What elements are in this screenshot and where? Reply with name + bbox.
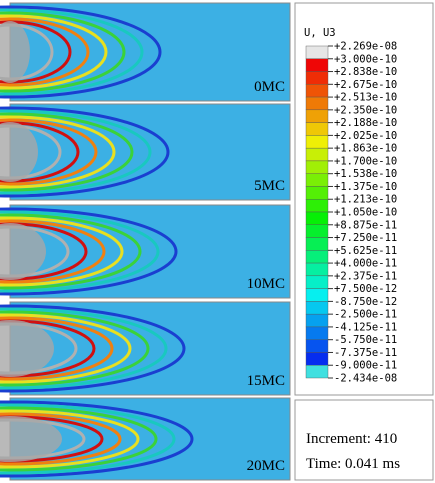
legend-swatch	[305, 288, 329, 302]
contour-ring	[0, 307, 168, 390]
contour-ring	[0, 109, 152, 195]
legend-label: +2.269e-08	[334, 41, 397, 53]
legend-label: +4.000e-11	[334, 258, 397, 270]
legend-swatch	[305, 173, 329, 187]
legend-swatch	[305, 135, 329, 149]
core	[0, 21, 30, 83]
legend-label: +1.050e-10	[334, 207, 397, 219]
legend-label: +2.513e-10	[334, 92, 397, 104]
legend-swatch	[305, 122, 329, 136]
legend-label: +1.375e-10	[334, 181, 397, 193]
legend-label: +1.863e-10	[334, 143, 397, 155]
contour-ring	[0, 17, 90, 87]
contour-ring	[0, 219, 106, 284]
legend-label: +2.675e-10	[334, 79, 397, 91]
legend-label: +2.188e-10	[334, 117, 397, 129]
panel-label: 0MC	[254, 79, 285, 95]
legend-label: -9.000e-11	[334, 360, 397, 372]
contour-ring	[0, 118, 98, 186]
legend-swatch	[305, 224, 329, 238]
contour-ring	[0, 213, 142, 290]
panel: 10MC	[0, 204, 291, 299]
panel-label: 10MC	[247, 276, 285, 292]
legend-swatch	[305, 365, 329, 379]
contour-ring	[0, 403, 176, 475]
legend-swatch	[305, 262, 329, 277]
contour-ring	[0, 5, 162, 99]
contour-ring	[0, 216, 124, 287]
contour-ring	[0, 406, 158, 472]
panel: 0MC	[0, 2, 291, 102]
legend-label: -7.375e-11	[334, 347, 397, 359]
legend-swatch	[305, 250, 329, 264]
legend-label: +1.538e-10	[334, 168, 397, 180]
legend-label: +2.350e-10	[334, 104, 397, 116]
legend-swatch	[305, 109, 329, 123]
legend-swatch	[305, 301, 329, 315]
legend-label: +5.625e-11	[334, 245, 397, 257]
panel: 15MC	[0, 301, 291, 396]
legend-label: +2.025e-10	[334, 130, 397, 142]
legend-swatch	[305, 313, 329, 328]
panel: 5MC	[0, 103, 291, 201]
info-box	[294, 399, 434, 481]
contour-ring	[0, 14, 108, 90]
legend-label: -2.500e-11	[334, 309, 397, 321]
contour-ring	[0, 412, 122, 466]
legend-swatch	[305, 237, 329, 251]
contour-ring	[0, 106, 170, 198]
core	[0, 320, 54, 377]
legend-swatch	[305, 199, 329, 213]
panel-label: 20MC	[247, 458, 285, 474]
legend-swatch	[305, 45, 329, 59]
panel-label: 5MC	[254, 178, 285, 194]
legend-label: -4.125e-11	[334, 321, 397, 333]
legend-swatch	[305, 275, 329, 289]
legend-label: -8.750e-12	[334, 296, 397, 308]
legend-swatch	[305, 211, 329, 225]
legend-swatch	[305, 96, 329, 111]
legend-label: +7.250e-11	[334, 232, 397, 244]
legend-title: U, U3	[304, 27, 336, 39]
panel-label: 15MC	[247, 373, 285, 389]
contour-ring	[0, 400, 194, 478]
contour-ring	[0, 316, 114, 381]
legend-label: +7.500e-12	[334, 283, 397, 295]
contour-ring	[0, 310, 150, 387]
contour-ring	[0, 409, 140, 469]
legend-label: +3.000e-10	[334, 53, 397, 65]
core	[0, 416, 62, 462]
legend-swatch	[305, 186, 329, 200]
legend-swatch	[305, 326, 329, 340]
contour-ring	[0, 112, 134, 192]
contour-ring	[0, 8, 144, 96]
core	[0, 122, 38, 182]
increment-text: Increment: 410	[306, 431, 397, 447]
panel: 20MC	[0, 397, 291, 481]
legend-swatch	[305, 160, 329, 174]
legend-swatch	[305, 352, 329, 366]
time-text: Time: 0.041 ms	[306, 456, 400, 472]
core	[0, 223, 46, 280]
legend-swatch	[305, 84, 329, 98]
legend-swatch	[305, 58, 329, 72]
legend-swatch	[305, 71, 329, 85]
contour-ring	[0, 313, 132, 384]
legend-label: +1.213e-10	[334, 194, 397, 206]
contour-ring	[0, 304, 186, 393]
legend-label: -5.750e-11	[334, 334, 397, 346]
legend-label: +2.375e-11	[334, 270, 397, 282]
contour-ring	[0, 210, 160, 293]
legend-label: +8.875e-11	[334, 219, 397, 231]
legend-label: +1.700e-10	[334, 155, 397, 167]
contour-ring	[0, 207, 178, 296]
contour-ring	[0, 115, 116, 189]
legend-swatch	[305, 339, 329, 353]
legend-label: +2.838e-10	[334, 66, 397, 78]
contour-ring	[0, 11, 126, 93]
legend-label: -2.434e-08	[334, 373, 397, 385]
legend-swatch	[305, 147, 329, 162]
